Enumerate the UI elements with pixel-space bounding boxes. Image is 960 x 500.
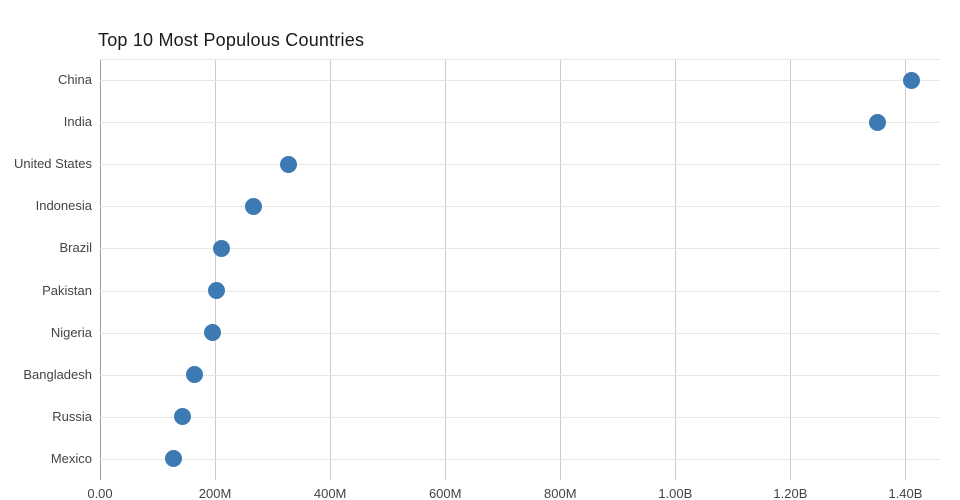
data-point-dot[interactable]: [186, 366, 204, 384]
y-axis-label: Bangladesh: [23, 366, 92, 382]
y-gridline: [100, 374, 940, 376]
x-gridline: [790, 59, 792, 480]
y-gridline: [100, 122, 940, 124]
x-axis-label: 0.00: [87, 486, 113, 500]
x-gridline: [100, 59, 101, 480]
x-axis-label: 400M: [313, 486, 347, 500]
plot-top-border: [100, 59, 940, 60]
x-gridline: [560, 59, 562, 480]
data-point-dot[interactable]: [208, 282, 226, 300]
x-axis-label: 1.20B: [773, 486, 808, 500]
y-gridline: [100, 416, 940, 418]
x-axis-label: 600M: [428, 486, 462, 500]
x-axis-label: 1.00B: [658, 486, 693, 500]
y-axis-label: Nigeria: [50, 324, 92, 340]
data-point-dot[interactable]: [212, 239, 230, 257]
y-gridline: [100, 248, 940, 250]
x-axis-label: 800M: [544, 486, 577, 500]
y-gridline: [100, 164, 940, 166]
data-point-dot[interactable]: [174, 408, 192, 426]
y-gridline: [100, 458, 940, 460]
y-gridline: [100, 206, 940, 208]
data-point-dot[interactable]: [902, 71, 920, 89]
y-axis-label: Indonesia: [35, 198, 92, 214]
y-axis-label: Pakistan: [42, 282, 92, 298]
y-axis-label: Russia: [52, 408, 92, 424]
x-gridline: [445, 59, 447, 480]
x-gridline: [330, 59, 332, 480]
y-axis-label: United States: [13, 156, 92, 172]
x-gridline: [215, 59, 217, 480]
y-axis-label: India: [63, 114, 92, 130]
y-axis-label: China: [58, 72, 92, 88]
chart-title: Top 10 Most Populous Countries: [98, 30, 365, 50]
data-point-dot[interactable]: [165, 450, 183, 468]
data-point-dot[interactable]: [869, 113, 887, 131]
x-axis-label: 200M: [198, 486, 232, 500]
y-axis-label: Brazil: [59, 240, 92, 256]
y-gridline: [100, 80, 940, 82]
y-axis-label: Mexico: [50, 450, 92, 466]
data-point-dot[interactable]: [203, 324, 221, 342]
data-point-dot[interactable]: [279, 155, 297, 173]
y-gridline: [100, 290, 940, 292]
x-gridline: [905, 59, 907, 480]
x-gridline: [675, 59, 677, 480]
data-point-dot[interactable]: [245, 197, 263, 215]
y-gridline: [100, 332, 940, 334]
x-axis-label: 1.40B: [888, 486, 923, 500]
